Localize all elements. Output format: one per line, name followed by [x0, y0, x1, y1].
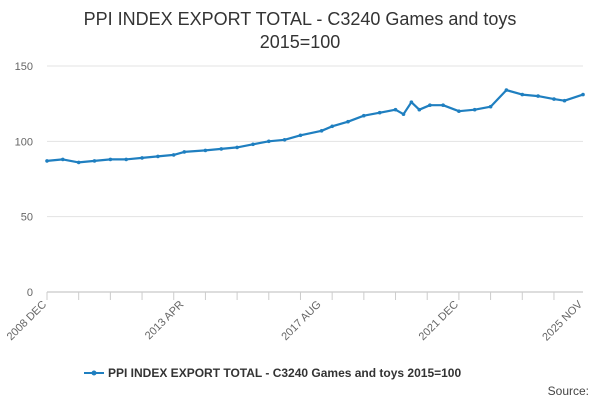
- x-tick-label: 2017 AUG: [279, 299, 323, 343]
- x-axis: 2008 DEC 2013 APR 2017 AUG 2021 DEC 2025 NOV: [5, 292, 586, 343]
- y-axis: 0 50 100 150: [15, 61, 33, 299]
- data-point-21: [377, 110, 382, 115]
- y-tick-label-150: 150: [15, 61, 33, 73]
- data-point-13: [251, 142, 255, 147]
- data-point-19: [346, 119, 350, 124]
- data-point-10: [203, 148, 208, 153]
- data-point-36: [581, 92, 585, 97]
- data-point-12: [235, 145, 239, 150]
- data-point-27: [441, 103, 445, 107]
- data-point-15: [282, 138, 287, 142]
- data-point-31: [504, 88, 509, 92]
- y-tick-label-50: 50: [21, 212, 33, 224]
- series-line-0: [45, 88, 585, 164]
- data-point-22: [393, 107, 398, 112]
- data-point-32: [520, 92, 525, 97]
- data-point-0: [45, 159, 49, 163]
- chart-title-line1: PPI INDEX EXPORT TOTAL - C3240 Games and…: [84, 9, 517, 29]
- data-point-11: [219, 147, 224, 151]
- data-point-1: [61, 157, 65, 162]
- data-point-3: [92, 159, 97, 163]
- source-label[interactable]: Source:: [548, 384, 589, 398]
- y-tick-label-100: 100: [15, 136, 33, 148]
- data-point-4: [108, 157, 113, 162]
- data-point-34: [552, 97, 556, 101]
- data-point-24: [409, 100, 414, 104]
- x-tick-label: 2008 DEC: [5, 299, 49, 343]
- data-point-23: [401, 112, 406, 116]
- chart-title-line2: 2015=100: [260, 32, 341, 52]
- data-point-35: [562, 98, 567, 103]
- data-point-28: [457, 109, 461, 113]
- data-point-6: [140, 156, 144, 160]
- data-point-30: [488, 104, 493, 109]
- x-tick-label: 2013 APR: [143, 299, 187, 343]
- data-point-20: [362, 113, 366, 118]
- data-point-17: [319, 129, 324, 133]
- legend-marker: [91, 370, 97, 376]
- legend[interactable]: PPI INDEX EXPORT TOTAL - C3240 Games and…: [84, 366, 461, 380]
- y-gridlines: [47, 65, 583, 293]
- data-point-9: [182, 150, 187, 154]
- data-point-16: [298, 133, 303, 138]
- legend-item-label: PPI INDEX EXPORT TOTAL - C3240 Games and…: [108, 366, 461, 380]
- data-point-33: [536, 94, 540, 98]
- data-point-26: [428, 103, 432, 107]
- data-point-2: [76, 160, 81, 165]
- series-layer: [45, 88, 585, 165]
- data-point-25: [417, 107, 422, 112]
- data-point-5: [124, 157, 128, 162]
- data-point-18: [330, 124, 335, 129]
- data-point-14: [267, 139, 271, 144]
- y-tick-label-0: 0: [27, 287, 33, 299]
- x-tick-label: 2025 NOV: [540, 298, 585, 343]
- data-point-7: [156, 154, 160, 159]
- x-tick-label: 2021 DEC: [417, 299, 461, 343]
- data-point-29: [472, 107, 477, 112]
- data-point-8: [171, 153, 176, 157]
